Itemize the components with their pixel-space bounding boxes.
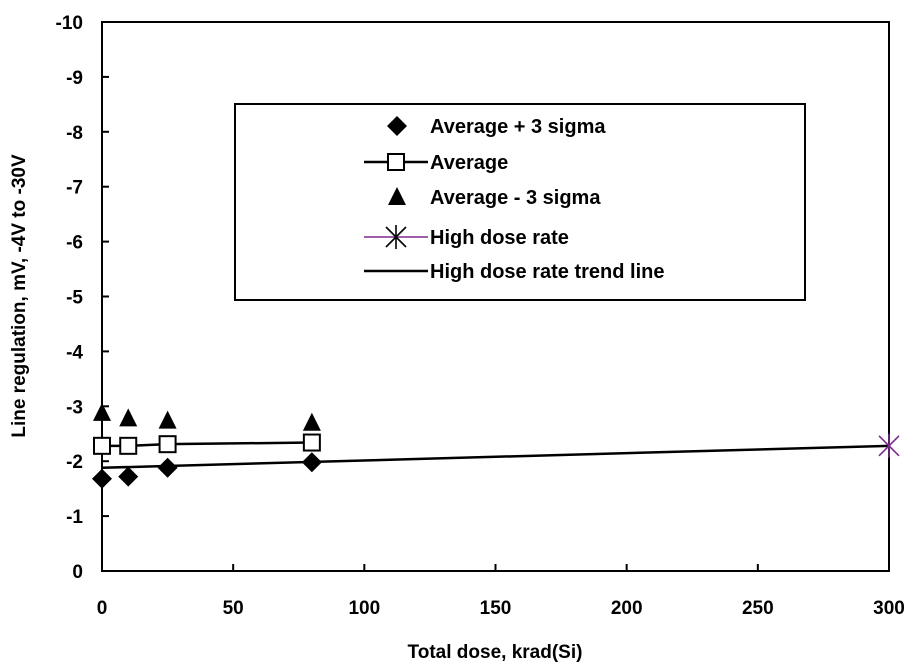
x-tick-label: 50 bbox=[223, 598, 244, 619]
x-tick-label: 150 bbox=[480, 598, 512, 619]
y-tick-label: -3 bbox=[66, 397, 83, 418]
legend-label: High dose rate bbox=[430, 227, 569, 249]
y-tick-label: -8 bbox=[66, 123, 83, 144]
y-axis-ticks: 0 -1 -2 -3 -4 -5 -6 -7 -8 -9 -10 bbox=[56, 13, 109, 583]
legend: Average + 3 sigma Average Average - 3 sigm… bbox=[234, 103, 806, 301]
y-axis-title: Line regulation, mV, -4V to -30V bbox=[9, 154, 30, 438]
legend-label: Average bbox=[430, 152, 508, 174]
data-point-0 bbox=[157, 457, 178, 478]
y-tick-label: 0 bbox=[72, 562, 83, 583]
y-tick-label: -2 bbox=[66, 452, 83, 473]
data-point-1 bbox=[93, 436, 111, 455]
x-tick-label: 250 bbox=[742, 598, 774, 619]
x-tick-label: 200 bbox=[611, 598, 643, 619]
legend-marker bbox=[388, 187, 406, 205]
legend-marker bbox=[387, 116, 407, 136]
data-point-2 bbox=[302, 412, 321, 431]
data-point-3 bbox=[878, 433, 900, 458]
series-line-4 bbox=[101, 444, 890, 470]
series-layer bbox=[92, 402, 900, 489]
data-point-2 bbox=[119, 408, 138, 427]
y-tick-label: -7 bbox=[66, 178, 83, 199]
data-point-2 bbox=[93, 402, 111, 421]
x-axis-title: Total dose, krad(Si) bbox=[408, 642, 583, 663]
x-tick-label: 300 bbox=[873, 598, 905, 619]
y-tick-label: -9 bbox=[66, 68, 83, 89]
x-axis-ticks: 0 50 100 150 200 250 300 bbox=[97, 564, 905, 619]
legend-label: Average - 3 sigma bbox=[430, 187, 601, 209]
legend-label: High dose rate trend line bbox=[430, 261, 664, 283]
y-tick-label: -5 bbox=[66, 288, 83, 309]
x-tick-label: 100 bbox=[348, 598, 380, 619]
y-tick-label: -4 bbox=[66, 342, 83, 363]
data-point-2 bbox=[158, 410, 177, 429]
legend-box bbox=[234, 103, 806, 301]
y-tick-label: -6 bbox=[66, 233, 83, 254]
data-point-1 bbox=[119, 436, 138, 455]
y-tick-label: -1 bbox=[66, 507, 83, 528]
data-point-1 bbox=[302, 433, 321, 452]
y-tick-label: -10 bbox=[56, 13, 83, 34]
data-point-1 bbox=[158, 435, 177, 454]
data-point-0 bbox=[92, 468, 112, 489]
legend-marker bbox=[387, 153, 405, 171]
data-point-0 bbox=[301, 452, 322, 473]
x-tick-label: 0 bbox=[97, 598, 108, 619]
data-point-0 bbox=[118, 466, 139, 487]
series-line-1 bbox=[102, 441, 312, 448]
legend-items: Average + 3 sigma Average Average - 3 sigm… bbox=[364, 116, 664, 283]
legend-label: Average + 3 sigma bbox=[430, 116, 606, 138]
legend-marker bbox=[385, 225, 407, 249]
